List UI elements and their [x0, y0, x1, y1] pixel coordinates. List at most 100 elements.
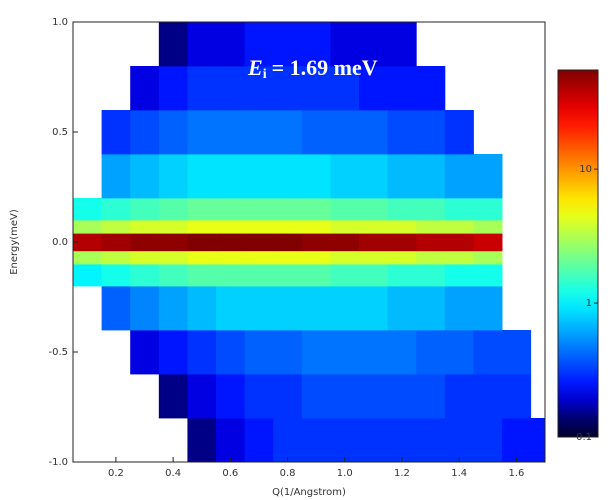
heatmap-cell: [444, 110, 474, 155]
heatmap-cell: [387, 330, 417, 375]
heatmap-cell: [330, 233, 360, 252]
heatmap-cell: [387, 374, 417, 419]
heatmap-cell: [216, 22, 246, 67]
heatmap-cell: [158, 22, 188, 67]
heatmap-cell: [301, 233, 331, 252]
x-tick-label: 0.6: [222, 468, 238, 479]
heatmap-cell: [301, 418, 331, 463]
heatmap-cell: [158, 264, 188, 287]
heatmap-cell: [473, 418, 503, 463]
annotation: Ei = 1.69 meV: [247, 55, 378, 82]
heatmap-cell: [244, 66, 274, 111]
heatmap-cell: [101, 264, 131, 287]
heatmap-cell: [244, 22, 274, 67]
heatmap-cell: [216, 264, 246, 287]
heatmap-cell: [473, 233, 503, 252]
heatmap-cell: [387, 220, 417, 234]
heatmap-cell: [216, 66, 246, 111]
heatmap-cell: [101, 233, 131, 252]
heatmap-cell: [158, 250, 188, 265]
y-tick-label: -0.5: [48, 347, 68, 358]
heatmap-cell: [416, 66, 446, 111]
heatmap-cell: [73, 198, 103, 221]
heatmap-cell: [101, 286, 131, 331]
heatmap-cell: [416, 198, 446, 221]
heatmap-cell: [273, 250, 303, 265]
heatmap-cell: [158, 374, 188, 419]
heatmap-cell: [473, 198, 503, 221]
x-tick-label: 1.4: [451, 468, 467, 479]
y-axis-label: Energy(meV): [9, 209, 20, 275]
colorbar-tick-label: 1: [586, 298, 592, 309]
y-tick-label: 1.0: [52, 17, 68, 28]
x-tick-label: 0.8: [280, 468, 296, 479]
heatmap-cell: [216, 198, 246, 221]
heatmap-cell: [359, 110, 389, 155]
x-tick-label: 1.6: [508, 468, 524, 479]
heatmap-cell: [216, 286, 246, 331]
heatmap-cell: [473, 264, 503, 287]
heatmap-cell: [301, 198, 331, 221]
heatmap-cell: [473, 220, 503, 234]
colorbar: [557, 69, 599, 438]
heatmap-cell: [73, 220, 103, 234]
heatmap-cell: [330, 110, 360, 155]
heatmap-cell: [444, 250, 474, 265]
y-tick-label: -1.0: [48, 457, 68, 468]
heatmap-cell: [101, 198, 131, 221]
heatmap-cell: [273, 418, 303, 463]
heatmap-cell: [359, 154, 389, 199]
heatmap-cell: [502, 374, 532, 419]
heatmap-cell: [330, 374, 360, 419]
x-tick-label: 0.2: [108, 468, 124, 479]
heatmap-cell: [130, 286, 160, 331]
heatmap-cell: [359, 233, 389, 252]
heatmap-cell: [187, 250, 217, 265]
heatmap-cell: [301, 22, 331, 67]
heatmap-cell: [387, 286, 417, 331]
heatmap-cell: [387, 418, 417, 463]
heatmap-cell: [502, 418, 532, 463]
heatmap-cell: [73, 233, 103, 252]
heatmap-cell: [101, 220, 131, 234]
heatmap-cell: [473, 286, 503, 331]
heatmap-cell: [273, 374, 303, 419]
heatmap-cell: [416, 233, 446, 252]
y-tick-label: 0.5: [52, 127, 68, 138]
heatmap-cell: [502, 330, 532, 375]
heatmap-cell: [359, 220, 389, 234]
heatmap-cell: [473, 154, 503, 199]
heatmap-cell: [187, 233, 217, 252]
heatmap-cell: [244, 220, 274, 234]
heatmap-cell: [187, 418, 217, 463]
heatmap-cell: [130, 66, 160, 111]
heatmap-cell: [301, 110, 331, 155]
heatmap-cell: [359, 264, 389, 287]
heatmap-cell: [530, 418, 546, 463]
heatmap-cell: [244, 286, 274, 331]
heatmap-cell: [101, 110, 131, 155]
heatmap-cell: [187, 286, 217, 331]
heatmap-cell: [330, 330, 360, 375]
heatmap-cell: [387, 110, 417, 155]
heatmap-cell: [359, 198, 389, 221]
heatmap-cell: [101, 154, 131, 199]
heatmap-cell: [216, 220, 246, 234]
x-axis-label: Q(1/Angstrom): [272, 487, 346, 498]
heatmap-cell: [216, 233, 246, 252]
heatmap-cell: [416, 264, 446, 287]
heatmap-cell: [416, 330, 446, 375]
heatmap-cell: [387, 198, 417, 221]
heatmap-cell: [416, 250, 446, 265]
heatmap-cell: [359, 374, 389, 419]
heatmap-cell: [330, 198, 360, 221]
heatmap-cell: [444, 154, 474, 199]
heatmap-cell: [216, 110, 246, 155]
heatmap-cell: [444, 220, 474, 234]
heatmap-cell: [301, 264, 331, 287]
heatmap-cell: [330, 286, 360, 331]
heatmap-cell: [216, 418, 246, 463]
heatmap-cell: [330, 250, 360, 265]
heatmap-cell: [273, 330, 303, 375]
